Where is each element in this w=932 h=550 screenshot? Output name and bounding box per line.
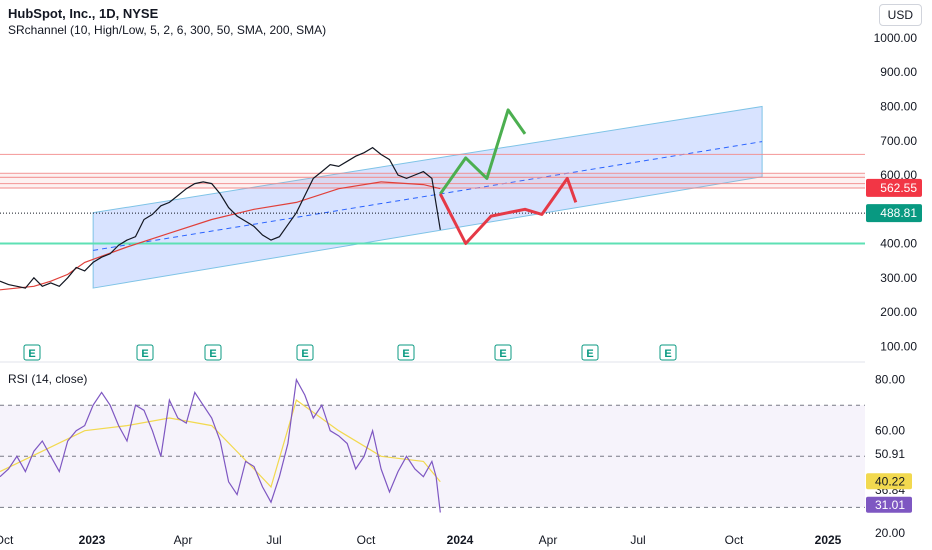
rsi-pane [0, 377, 865, 513]
currency-selector[interactable]: USD [878, 4, 922, 26]
earnings-marker-icon[interactable] [204, 344, 222, 361]
price-line [0, 146, 441, 289]
x-tick-label: Jul [630, 533, 645, 547]
price-tick-label: 200.00 [880, 305, 917, 319]
rsi-tick-label: 20.00 [875, 526, 905, 540]
earnings-marker-label: E [586, 348, 593, 360]
rsi-badge-text: 31.01 [875, 498, 905, 512]
price-tick-label: 700.00 [880, 134, 917, 148]
price-badge [866, 178, 922, 197]
axes: 100.00200.00300.00400.00500.00600.00700.… [0, 31, 922, 547]
x-tick-label: Apr [174, 533, 193, 547]
earnings-marker-label: E [301, 348, 308, 360]
bullish-projection-arrow [439, 108, 527, 195]
x-tick-label: 2025 [815, 533, 842, 547]
x-tick-label: Oct [357, 533, 376, 547]
earnings-marker-label: E [499, 348, 506, 360]
earnings-marker-icon[interactable] [659, 344, 677, 361]
x-tick-label: 2024 [447, 533, 474, 547]
earnings-marker-icon[interactable] [136, 344, 154, 361]
x-tick-label: Oct [725, 533, 744, 547]
price-tick-label: 1000.00 [874, 31, 918, 45]
earnings-marker-icon[interactable] [23, 344, 41, 361]
sma-line [0, 181, 441, 291]
earnings-marker-label: E [664, 348, 671, 360]
indicator-label[interactable]: SRchannel (10, High/Low, 5, 2, 6, 300, 5… [8, 23, 327, 37]
earnings-marker-icon[interactable] [581, 344, 599, 361]
price-tick-label: 300.00 [880, 271, 917, 285]
rsi-badge [866, 496, 912, 513]
bearish-projection-arrow [438, 176, 578, 245]
rsi-label[interactable]: RSI (14, close) [8, 372, 88, 386]
symbol-title: HubSpot, Inc., 1D, NYSE [8, 6, 159, 21]
rsi-badge [866, 473, 912, 490]
rsi-line [0, 377, 441, 513]
rsi-tick-label: 60.00 [875, 424, 905, 438]
earnings-marker-label: E [141, 348, 148, 360]
earnings-marker-label: E [402, 348, 409, 360]
x-tick-label: Jul [266, 533, 281, 547]
earnings-marker-label: E [28, 348, 35, 360]
rsi-ma-line [0, 399, 441, 489]
channel-midline [93, 141, 763, 251]
rsi-tick-label: 80.00 [875, 373, 905, 387]
earnings-marker-icon[interactable] [296, 344, 314, 361]
x-tick-label: Oct [0, 533, 14, 547]
rsi-tick-label: 50.91 [875, 447, 905, 461]
price-tick-label: 100.00 [880, 339, 917, 353]
x-tick-label: 2023 [79, 533, 106, 547]
price-badge-text: 488.81 [880, 206, 917, 220]
x-tick-label: Apr [539, 533, 558, 547]
earnings-marker-icon[interactable] [494, 344, 512, 361]
rsi-badge-text: 40.22 [875, 474, 905, 488]
price-tick-label: 800.00 [880, 99, 917, 113]
price-channel[interactable] [92, 105, 763, 289]
price-badge-text: 562.55 [880, 181, 917, 195]
earnings-marker-label: E [209, 348, 216, 360]
price-tick-label: 900.00 [880, 65, 917, 79]
price-badge [866, 204, 922, 223]
price-tick-label: 600.00 [880, 168, 917, 182]
price-tick-label: 400.00 [880, 237, 917, 251]
earnings-marker-icon[interactable] [397, 344, 415, 361]
